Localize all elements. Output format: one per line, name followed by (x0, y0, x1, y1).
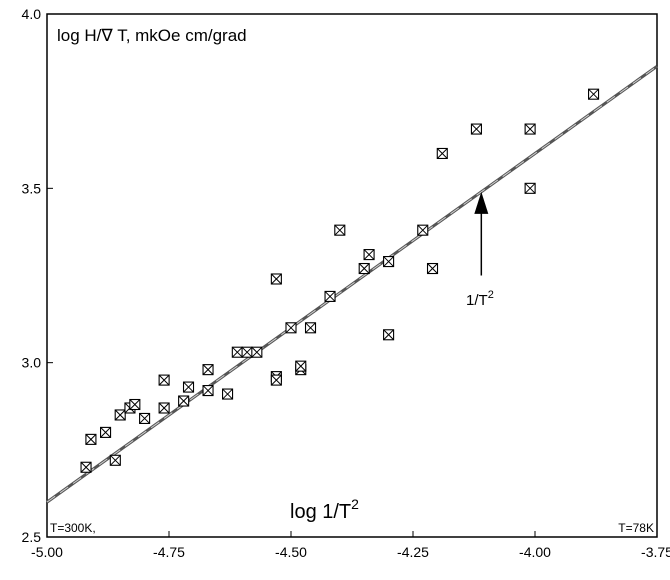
x-axis-label: log 1/T2 (290, 496, 359, 523)
data-point (114, 409, 126, 421)
data-point (202, 385, 214, 397)
x-tick-label: -4.75 (153, 544, 185, 560)
data-point (241, 346, 253, 358)
data-point (363, 249, 375, 261)
data-point (358, 262, 370, 275)
y-tick-label: 3.5 (22, 180, 42, 196)
annotation-label-base: 1/T (466, 292, 488, 309)
plot-frame (46, 13, 658, 538)
x-tick-label: -4.50 (275, 544, 307, 560)
data-point (588, 88, 600, 100)
data-point (270, 374, 282, 386)
data-point (436, 147, 448, 160)
corner-note-left: T=300K, (50, 521, 96, 535)
data-point (417, 224, 429, 236)
data-point (129, 398, 141, 411)
data-point (285, 322, 297, 334)
data-point (524, 182, 536, 194)
x-tick-label: -4.00 (519, 544, 551, 560)
y-tick-label: 4.0 (22, 6, 42, 22)
data-point (524, 123, 536, 135)
x-tick-label: -3.75 (641, 544, 670, 560)
data-point (222, 388, 234, 400)
x-tick-label: -5.00 (31, 544, 63, 560)
annotation-label-exponent: 2 (488, 289, 494, 301)
data-point (158, 402, 170, 414)
data-point (100, 426, 112, 438)
annotation-label: 1/T2 (466, 289, 494, 309)
data-point (470, 123, 482, 135)
x-axis-label-base: log 1/T (290, 501, 351, 523)
data-point (85, 433, 97, 445)
data-point (80, 461, 92, 473)
data-point (295, 360, 307, 372)
data-point (383, 256, 395, 268)
data-point (251, 346, 263, 358)
x-axis-label-exponent: 2 (351, 496, 359, 512)
corner-note-right: T=78K (618, 521, 654, 535)
x-axis-ticks: -5.00 -4.75 -4.50 -4.25 -4.00 -3.75 (31, 531, 670, 560)
data-point (231, 346, 243, 358)
data-point (270, 273, 282, 285)
y-tick-label: 3.0 (22, 355, 42, 371)
y-tick-label: 2.5 (22, 529, 42, 545)
fit-line-dash (46, 65, 658, 503)
data-point (182, 381, 195, 393)
data-point (383, 329, 395, 341)
data-point (334, 224, 346, 236)
data-point (139, 412, 151, 425)
data-point (178, 395, 190, 407)
data-point (426, 262, 439, 275)
data-points (80, 88, 600, 473)
y-axis-ticks: 2.5 3.0 3.5 4.0 (22, 6, 53, 545)
data-point (158, 374, 170, 386)
annotation-arrow-head (474, 191, 489, 214)
data-point (324, 290, 336, 302)
data-point (202, 364, 214, 376)
data-point (304, 322, 317, 334)
chart-title: log H/∇ T, mkOe cm/grad (57, 26, 247, 45)
data-point (109, 454, 121, 466)
x-tick-label: -4.25 (397, 544, 429, 560)
